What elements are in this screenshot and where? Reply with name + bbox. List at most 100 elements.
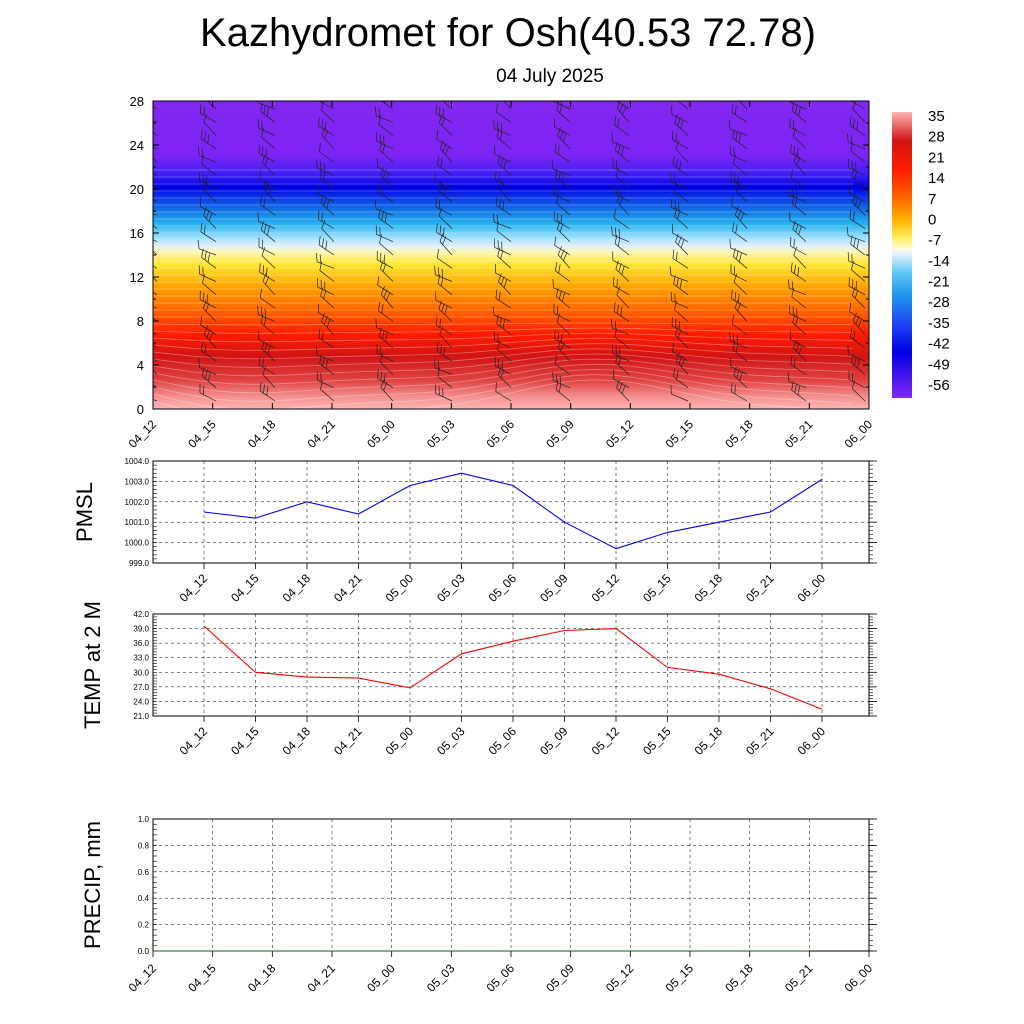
y-tick-label: 24.0 xyxy=(133,697,149,706)
wind-barb xyxy=(320,101,335,123)
wind-barb xyxy=(848,277,866,296)
wind-barb xyxy=(790,143,807,163)
wind-barb xyxy=(318,329,335,349)
wind-barb xyxy=(492,213,512,229)
wind-barb xyxy=(730,171,748,189)
x-tick-label: 05_06 xyxy=(486,571,520,605)
wind-barb xyxy=(791,101,807,123)
y-tick-label: 1004.0 xyxy=(125,457,150,466)
colorbar-label: 0 xyxy=(928,211,936,228)
x-tick-label: 04_18 xyxy=(245,417,279,451)
contour-line xyxy=(153,363,854,394)
pmsl-panel: 999.0 1000.0 1001.0 1002.0 1003.0 1004.0 04_12… xyxy=(72,457,877,605)
wind-barb xyxy=(257,305,276,322)
wind-barb xyxy=(613,302,630,322)
wind-barb xyxy=(153,165,158,176)
wind-barb xyxy=(674,114,689,136)
wind-barb xyxy=(199,197,217,216)
wind-barb xyxy=(438,101,453,110)
wind-barb xyxy=(616,101,630,123)
wind-barb xyxy=(733,366,748,388)
wind-barb xyxy=(436,249,453,269)
contour-line xyxy=(153,379,826,409)
wind-barb xyxy=(436,223,453,243)
wind-barb xyxy=(495,103,512,123)
colorbar-label: -7 xyxy=(928,232,941,249)
wind-barb xyxy=(613,209,630,229)
colorbar-label: 35 xyxy=(928,108,945,125)
wind-barb xyxy=(495,289,512,309)
y-tick-label: 30.0 xyxy=(133,668,149,677)
wind-barb xyxy=(731,196,748,216)
wind-barb xyxy=(615,167,630,189)
wind-barb xyxy=(851,167,866,189)
wind-barb xyxy=(261,247,276,269)
y-tick-label: 0.0 xyxy=(138,947,150,956)
wind-barb xyxy=(200,104,217,123)
x-tick-label: 04_12 xyxy=(126,961,160,995)
wind-barb xyxy=(494,263,512,282)
wind-barb xyxy=(261,340,276,362)
wind-barb xyxy=(153,258,158,269)
wind-barb xyxy=(317,303,335,322)
y-tick-label: 20 xyxy=(130,182,144,197)
wind-barb xyxy=(730,357,748,375)
wind-barb xyxy=(201,367,217,388)
wind-barb xyxy=(379,234,394,256)
wind-barb xyxy=(320,287,335,309)
wind-barb xyxy=(553,211,571,229)
contour-line xyxy=(153,374,854,409)
y-tick-label: 0.6 xyxy=(138,868,150,877)
wind-barb xyxy=(555,287,571,309)
x-tick-label: 05_09 xyxy=(543,417,577,451)
x-tick-label: 05_15 xyxy=(640,724,674,758)
x-tick-label: 05_12 xyxy=(603,417,637,451)
wind-barb xyxy=(199,172,217,189)
wind-barb xyxy=(787,279,807,296)
wind-barb xyxy=(498,101,512,110)
wind-barb xyxy=(851,379,866,402)
wind-barb xyxy=(730,264,748,282)
wind-barb xyxy=(438,300,453,322)
wind-barb xyxy=(153,352,158,362)
colorbar-label: 28 xyxy=(928,129,945,146)
x-tick-label: 05_00 xyxy=(383,724,417,758)
wind-barb xyxy=(790,355,807,375)
wind-barb xyxy=(379,141,394,163)
wind-barb xyxy=(554,355,571,375)
contour-line xyxy=(153,353,854,377)
wind-barb xyxy=(789,330,807,349)
x-tick-label: 04_18 xyxy=(280,571,314,605)
wind-barb xyxy=(153,101,158,110)
wind-barb xyxy=(153,149,158,163)
wind-barb xyxy=(793,246,807,269)
wind-barb xyxy=(321,220,335,242)
wind-barb xyxy=(259,170,276,189)
wind-barb xyxy=(200,129,217,150)
wind-barb xyxy=(435,291,453,309)
x-tick-label: 05_18 xyxy=(692,571,726,605)
wind-barb xyxy=(495,196,512,216)
wind-barb xyxy=(498,180,512,203)
wind-barb xyxy=(789,211,807,229)
wind-barb xyxy=(731,315,748,335)
x-tick-label: 05_15 xyxy=(640,571,674,605)
wind-barb xyxy=(315,346,335,362)
wind-barb xyxy=(202,274,217,296)
x-tick-label: 06_00 xyxy=(795,724,829,758)
x-tick-label: 05_21 xyxy=(782,417,816,451)
wind-barb xyxy=(435,384,453,402)
wind-barb xyxy=(153,310,158,322)
wind-barb xyxy=(318,142,335,163)
chart-subtitle: 04 July 2025 xyxy=(496,66,604,87)
x-tick-label: 05_12 xyxy=(589,571,623,605)
wind-barb xyxy=(556,101,571,123)
wind-barb xyxy=(377,183,394,203)
wind-barb xyxy=(610,319,630,335)
y-tick-label: 1002.0 xyxy=(125,498,150,507)
wind-barb xyxy=(850,354,866,375)
wind-barb xyxy=(153,268,158,282)
x-tick-label: 04_12 xyxy=(177,724,211,758)
wind-barb xyxy=(199,290,217,309)
